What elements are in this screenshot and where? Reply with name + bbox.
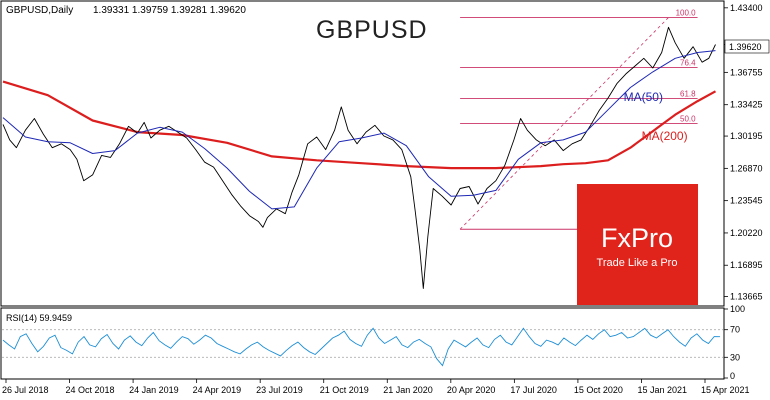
- ma50-series-line: [2, 50, 716, 210]
- rsi-tick-label: 70: [730, 325, 740, 335]
- price-tick-label: 1.20220: [730, 228, 763, 238]
- price-tick-label: 1.16895: [730, 260, 763, 270]
- fxpro-tagline: Trade Like a Pro: [597, 257, 678, 269]
- ma50-label: MA(50): [624, 90, 663, 104]
- symbol-label: GBPUSD,Daily: [6, 5, 73, 16]
- price-tick-label: 1.33425: [730, 100, 763, 110]
- price-tick-label: 1.13665: [730, 292, 763, 302]
- rsi-tick-label: 100: [730, 304, 745, 314]
- fib-trend-line: [459, 17, 669, 230]
- time-tick-label: 21 Jan 2020: [383, 385, 433, 395]
- price-tick-label: 1.36755: [730, 67, 763, 77]
- rsi-series-line: [2, 327, 721, 367]
- fib-level-label: 50.0: [680, 114, 696, 123]
- rsi-lines: [2, 327, 723, 367]
- time-tick-label: 15 Oct 2020: [574, 385, 623, 395]
- time-tick-label: 24 Apr 2019: [193, 385, 242, 395]
- fxpro-brand: FxPro: [601, 223, 673, 253]
- time-tick-label: 23 Jul 2019: [256, 385, 303, 395]
- time-tick-label: 26 Jul 2018: [2, 385, 49, 395]
- current-price-tag: [724, 39, 770, 54]
- time-tick-label: 15 Jan 2021: [637, 385, 687, 395]
- price-tick-label: 1.43400: [730, 3, 763, 13]
- time-tick-label: 24 Oct 2018: [66, 385, 115, 395]
- rsi-title: RSI(14) 59.9459: [6, 313, 72, 323]
- time-tick-label: 24 Jan 2019: [129, 385, 179, 395]
- fib-level-label: 61.8: [680, 89, 696, 98]
- price-tick-label: 1.26870: [730, 163, 763, 173]
- ohlc-readout: 1.39331 1.39759 1.39281 1.39620: [93, 5, 246, 16]
- time-tick-label: 21 Oct 2019: [320, 385, 369, 395]
- time-axis: 26 Jul 2018 24 Oct 2018 24 Jan 2019 24 Apr …: [2, 379, 750, 395]
- rsi-tick-label: 30: [730, 352, 740, 362]
- price-lines: MA(50) MA(200): [2, 26, 717, 289]
- fib-level-label: 100.0: [676, 9, 697, 18]
- rsi-tick-label: 0: [730, 371, 735, 381]
- chart-title: GBPUSD: [316, 16, 428, 44]
- time-tick-label: 17 Jul 2020: [510, 385, 557, 395]
- price-tick-label: 1.23545: [730, 196, 763, 206]
- ma200-series-line: [2, 80, 717, 170]
- fibonacci-retracement: 100.076.461.850.00.0: [459, 9, 698, 230]
- time-tick-label: 15 Apr 2021: [701, 385, 750, 395]
- fib-level-label: 76.4: [680, 59, 696, 68]
- price-tick-label: 1.30195: [730, 131, 763, 141]
- current-price-value: 1.39620: [729, 42, 762, 52]
- time-tick-label: 20 Apr 2020: [447, 385, 496, 395]
- rsi-axis: 100 70 30 0: [724, 304, 745, 381]
- fxpro-logo-box: [577, 184, 698, 305]
- ma200-label: MA(200): [642, 129, 688, 143]
